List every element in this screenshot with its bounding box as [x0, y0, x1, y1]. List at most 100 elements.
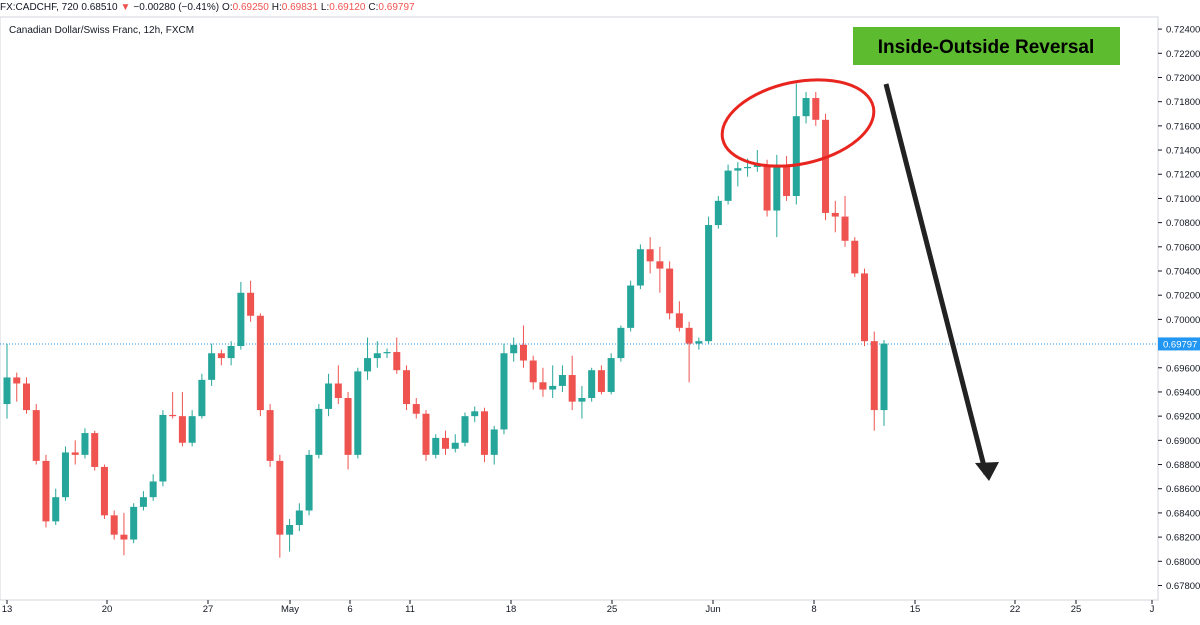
last-price-tag: [1158, 337, 1200, 351]
candle-down: [256, 315, 264, 411]
candle-down: [539, 382, 547, 390]
candle-up: [61, 452, 69, 498]
candle-up: [130, 506, 138, 540]
candle-up: [578, 398, 586, 402]
candle-up: [373, 353, 381, 359]
candle-up: [773, 164, 781, 211]
candle-down: [13, 377, 21, 384]
candle-down: [812, 98, 820, 120]
candle-down: [763, 164, 771, 211]
close-value: 0.69797: [378, 2, 415, 13]
price-change: −0.00280 (−0.41%): [133, 2, 220, 13]
candle-up: [325, 383, 333, 409]
candle-up: [383, 352, 391, 354]
down-arrow-shaft: [883, 83, 989, 475]
candle-up: [354, 371, 362, 455]
y-tick-label: 0.71600: [1166, 121, 1200, 132]
candle-down: [344, 398, 352, 455]
candle-down: [529, 360, 537, 383]
time-axis[interactable]: 13 20 27 May 6 11 18 25 Jun 8 15 22 25 J: [2, 600, 1155, 615]
candle-down: [178, 416, 186, 443]
annotation-banner: [853, 27, 1120, 65]
candle-up: [792, 116, 800, 197]
candle-down: [675, 313, 683, 328]
y-tick-label: 0.70000: [1166, 315, 1200, 326]
candle-up: [802, 98, 810, 117]
y-tick-label: 0.70200: [1166, 291, 1200, 302]
annotation-label: Inside-Outside Reversal: [878, 37, 1094, 58]
candle-up: [237, 292, 245, 346]
candle-up: [558, 375, 566, 386]
candle-down: [422, 413, 430, 455]
candle-up: [149, 481, 157, 498]
y-tick-label: 0.72400: [1166, 25, 1200, 36]
candle-down: [822, 119, 830, 213]
symbol-label[interactable]: FX:CADCHF, 720: [0, 2, 79, 13]
x-tick-label: 15: [910, 604, 921, 615]
candle-down: [851, 240, 859, 274]
candles: [3, 83, 888, 558]
chart-title: Canadian Dollar/Swiss Franc, 12h, FXCM: [9, 25, 194, 36]
close-label: C:: [368, 2, 379, 13]
x-tick-label: 25: [607, 604, 618, 615]
reversal-circle: [720, 78, 876, 168]
candle-up: [295, 510, 303, 526]
candle-up: [3, 377, 11, 405]
candle-down: [656, 261, 664, 269]
x-tick-label: 18: [506, 604, 517, 615]
y-tick-label: 0.68800: [1166, 460, 1200, 471]
symbol-header: FX:CADCHF, 720 0.68510 ▼ −0.00280 (−0.41%) O…: [0, 0, 1200, 15]
candle-down: [519, 344, 527, 361]
y-tick-label: 0.72200: [1166, 49, 1200, 60]
candle-down: [597, 370, 605, 392]
y-tick-label: 0.68200: [1166, 533, 1200, 544]
open-value: 0.69250: [232, 2, 269, 13]
y-tick-label: 0.71400: [1166, 146, 1200, 157]
price-axis[interactable]: 0.72400 0.72200 0.72000 0.71800 0.71600 0.714…: [1158, 25, 1200, 592]
x-tick-label: 22: [1010, 604, 1021, 615]
y-tick-label: 0.67800: [1166, 581, 1200, 592]
candle-up: [588, 370, 596, 399]
candle-up: [159, 414, 167, 482]
y-tick-label: 0.68000: [1166, 557, 1200, 568]
high-value: 0.69831: [281, 2, 318, 13]
candle-up: [880, 343, 888, 411]
candle-up: [286, 525, 294, 535]
y-tick-label: 0.69200: [1166, 412, 1200, 423]
x-tick-label: 25: [1071, 604, 1082, 615]
x-tick-label: 13: [2, 604, 13, 615]
down-arrow-icon: ▼: [120, 2, 131, 13]
candle-up: [451, 442, 459, 449]
x-tick-label: 6: [347, 604, 352, 615]
candle-down: [169, 414, 177, 417]
candle-up: [81, 433, 89, 455]
candle-up: [734, 168, 742, 171]
candle-up: [471, 411, 479, 417]
candle-down: [110, 515, 118, 535]
candle-down: [32, 410, 40, 461]
plot-area[interactable]: [0, 16, 1159, 601]
candle-up: [227, 345, 235, 359]
open-label: O:: [222, 2, 233, 13]
x-tick-label: 20: [102, 604, 113, 615]
candle-up: [510, 344, 518, 354]
x-tick-label: 11: [405, 604, 415, 615]
y-tick-label: 0.70400: [1166, 267, 1200, 278]
y-tick-label: 0.71200: [1166, 170, 1200, 181]
candle-down: [861, 273, 869, 342]
candle-down: [841, 216, 849, 241]
candle-down: [334, 383, 342, 399]
candle-down: [441, 437, 450, 449]
candle-down: [120, 534, 128, 540]
candle-down: [217, 353, 225, 359]
candle-down: [276, 460, 284, 535]
y-tick-label: 0.70800: [1166, 218, 1200, 229]
candle-down: [266, 410, 274, 461]
candle-down: [870, 341, 878, 411]
y-tick-label: 0.71000: [1166, 194, 1200, 205]
candle-up: [636, 249, 644, 286]
candle-down: [685, 327, 693, 344]
x-tick-label: J: [1150, 604, 1155, 615]
candle-up: [744, 166, 752, 169]
